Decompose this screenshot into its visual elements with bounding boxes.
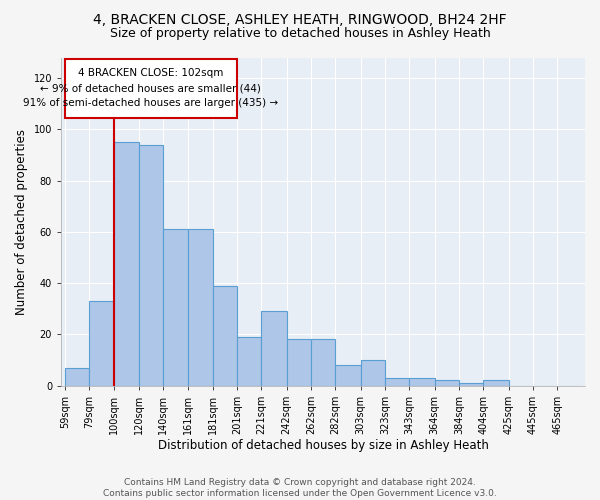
Bar <box>335 365 361 386</box>
Bar <box>434 380 459 386</box>
Bar <box>385 378 409 386</box>
Bar <box>115 142 139 386</box>
Bar <box>361 360 385 386</box>
Y-axis label: Number of detached properties: Number of detached properties <box>15 128 28 314</box>
Bar <box>287 340 311 386</box>
Bar <box>89 301 115 386</box>
Bar <box>188 229 212 386</box>
Text: 4 BRACKEN CLOSE: 102sqm
← 9% of detached houses are smaller (44)
91% of semi-det: 4 BRACKEN CLOSE: 102sqm ← 9% of detached… <box>23 68 278 108</box>
Bar <box>459 383 483 386</box>
Bar <box>212 286 237 386</box>
Text: Size of property relative to detached houses in Ashley Heath: Size of property relative to detached ho… <box>110 28 490 40</box>
Bar <box>237 337 261 386</box>
Bar <box>65 368 89 386</box>
Text: Contains HM Land Registry data © Crown copyright and database right 2024.
Contai: Contains HM Land Registry data © Crown c… <box>103 478 497 498</box>
Bar <box>261 311 287 386</box>
X-axis label: Distribution of detached houses by size in Ashley Heath: Distribution of detached houses by size … <box>158 440 488 452</box>
Bar <box>139 144 163 386</box>
Text: 4, BRACKEN CLOSE, ASHLEY HEATH, RINGWOOD, BH24 2HF: 4, BRACKEN CLOSE, ASHLEY HEATH, RINGWOOD… <box>93 12 507 26</box>
Bar <box>483 380 509 386</box>
FancyBboxPatch shape <box>65 59 237 118</box>
Bar <box>409 378 434 386</box>
Bar <box>163 229 188 386</box>
Bar <box>311 340 335 386</box>
